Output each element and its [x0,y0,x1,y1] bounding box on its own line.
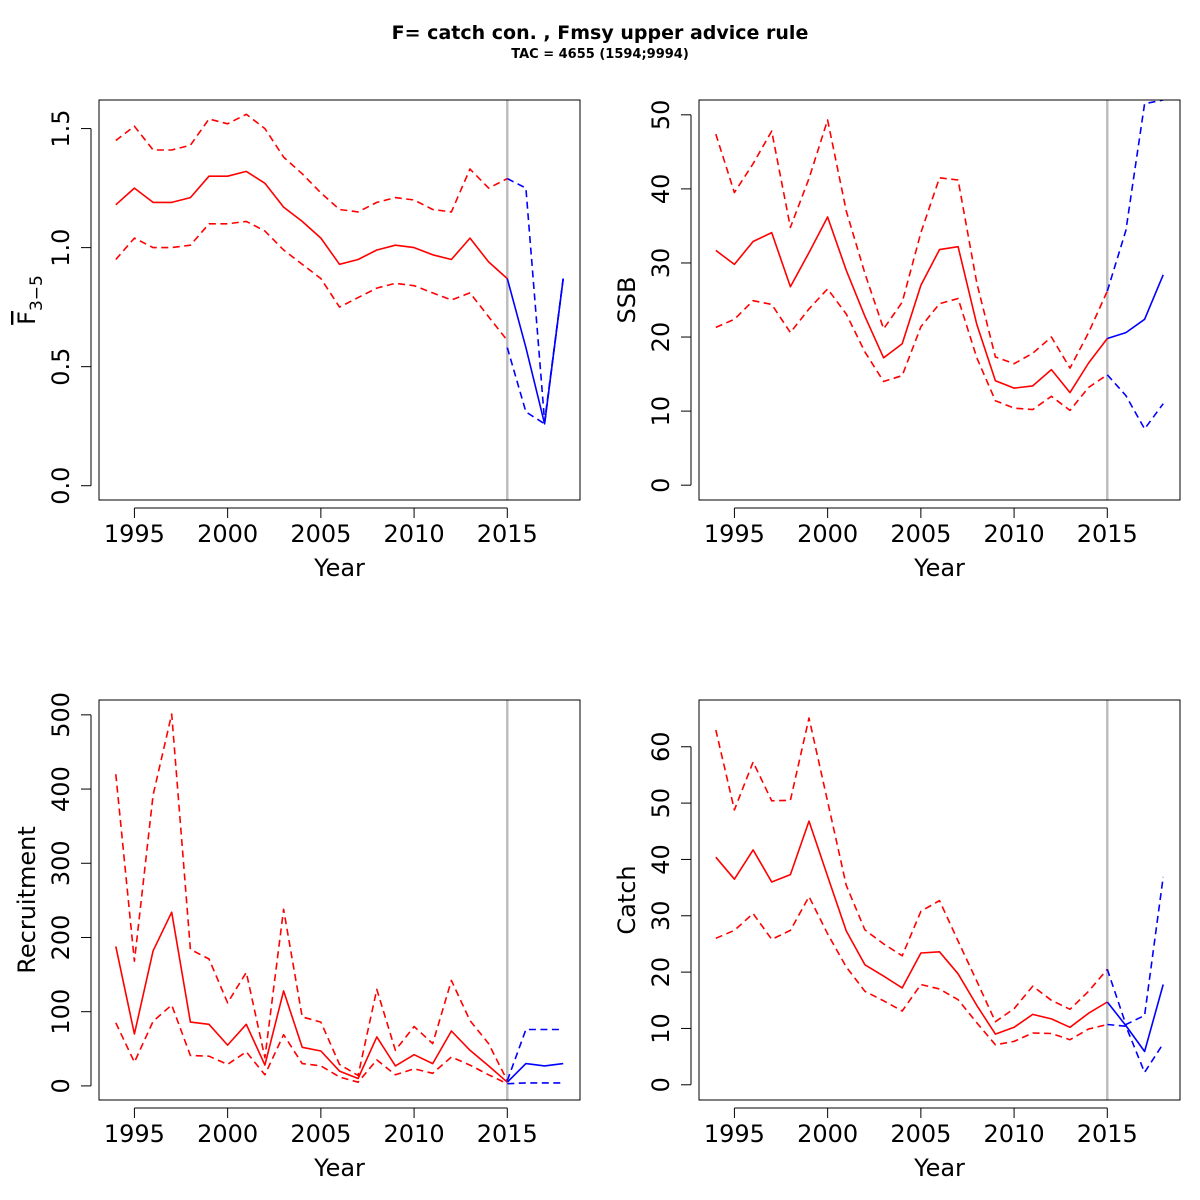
y-axis-label: F3−5 [13,275,47,325]
y-tick-label: 30 [647,248,675,279]
x-tick-label: 1995 [704,520,765,548]
x-tick-label: 2005 [290,1120,351,1148]
y-axis-label: Recruitment [13,826,41,973]
series-group [715,100,1164,430]
historic-lower-ci-line [115,1004,508,1085]
y-tick-label: 20 [647,322,675,353]
historic-median-line [115,170,508,280]
historic-lower-ci-line [715,895,1108,1046]
forecast-lower-ci-line [506,278,564,425]
series-group [115,113,564,425]
series-group [115,713,564,1085]
x-axis-label: Year [313,554,365,582]
panel-recruitment: 1995 2000 2005 2010 2015 Year 0 100 200 300 400 500… [13,692,581,1182]
y-axis-label-main: F [13,311,41,325]
x-tick-label: 1995 [104,520,165,548]
x-tick-label: 2015 [1077,520,1138,548]
forecast-lower-ci-line [1107,1023,1164,1074]
forecast-lower-ci-line [1106,374,1164,430]
x-axis-label: Year [913,1154,965,1182]
y-tick-label: 1.0 [47,229,75,267]
historic-upper-ci-line [715,717,1108,1023]
x-tick-label: 2010 [384,1120,445,1148]
y-tick-label: 0.0 [47,467,75,505]
x-tick-label: 2000 [197,1120,258,1148]
x-tick-label: 2000 [797,520,858,548]
historic-median-line [715,820,1108,1035]
panel-fbar: 1995 2000 2005 2010 2015 Year 0.0 0.5 1.0 1.5 F3−5 [13,99,581,582]
series-group [715,717,1164,1074]
y-tick-label: 10 [647,1013,675,1044]
y-tick-label: 300 [47,840,75,886]
chart-title: F= catch con. , Fmsy upper advice rule [391,22,809,44]
panel-ssb: 1995 2000 2005 2010 2015 Year 0 10 20 30 40 50 SSB [613,99,1181,582]
historic-upper-ci-line [115,113,508,213]
panel-catch: 1995 2000 2005 2010 2015 Year 0 10 20 30 40 50 60 Cat… [613,699,1181,1182]
x-axis-label: Year [313,1154,365,1182]
plot-frame [698,699,1181,1101]
y-axis-label: SSB [613,277,641,324]
y-tick-label: 0 [47,1078,75,1093]
x-tick-label: 2010 [984,520,1045,548]
x-tick-label: 2005 [290,520,351,548]
historic-lower-ci-line [115,220,508,341]
forecast-upper-ci-line [1106,100,1164,292]
y-tick-label: 200 [47,915,75,961]
forecast-median-line [506,278,564,425]
x-axis-label: Year [913,554,965,582]
y-tick-label: 20 [647,957,675,988]
x-tick-label: 2015 [477,520,538,548]
x-tick-label: 2010 [384,520,445,548]
x-tick-label: 1995 [704,1120,765,1148]
forecast-upper-ci-line [1106,876,1164,1026]
x-tick-label: 2015 [1077,1120,1138,1148]
y-tick-label: 100 [47,989,75,1035]
y-axis-label: Catch [613,865,641,934]
forecast-lower-ci-line [507,1082,564,1085]
y-tick-label: 0 [647,1077,675,1092]
y-tick-label: 50 [647,100,675,131]
x-tick-label: 2005 [890,520,951,548]
y-tick-label: 10 [647,396,675,427]
y-tick-label: 40 [647,174,675,205]
y-tick-label: 50 [647,788,675,819]
y-tick-label: 30 [647,901,675,932]
x-tick-label: 2000 [797,1120,858,1148]
y-axis-label-subscript: 3−5 [27,275,47,311]
historic-lower-ci-line [715,288,1108,412]
y-tick-label: 0 [647,478,675,493]
chart-subtitle: TAC = 4655 (1594;9994) [511,47,689,62]
x-tick-label: 1995 [104,1120,165,1148]
x-tick-label: 2005 [890,1120,951,1148]
forecast-upper-ci-line [506,1028,564,1081]
y-tick-label: 400 [47,766,75,812]
plot-frame [98,699,581,1101]
x-tick-label: 2010 [984,1120,1045,1148]
plot-frame [698,99,1181,501]
historic-median-line [715,216,1108,394]
y-tick-label: 0.5 [47,348,75,386]
y-tick-label: 500 [47,692,75,738]
historic-upper-ci-line [715,119,1109,369]
x-tick-label: 2000 [197,520,258,548]
x-tick-label: 2015 [477,1120,538,1148]
historic-upper-ci-line [115,713,509,1082]
plot-frame [98,99,581,501]
historic-median-line [115,911,508,1083]
y-tick-label: 40 [647,844,675,875]
forecast-median-line [1107,274,1164,340]
forecast-median-line [1106,984,1164,1053]
forecast-median-line [506,1062,564,1083]
y-tick-label: 1.5 [47,109,75,147]
y-tick-label: 60 [647,731,675,762]
